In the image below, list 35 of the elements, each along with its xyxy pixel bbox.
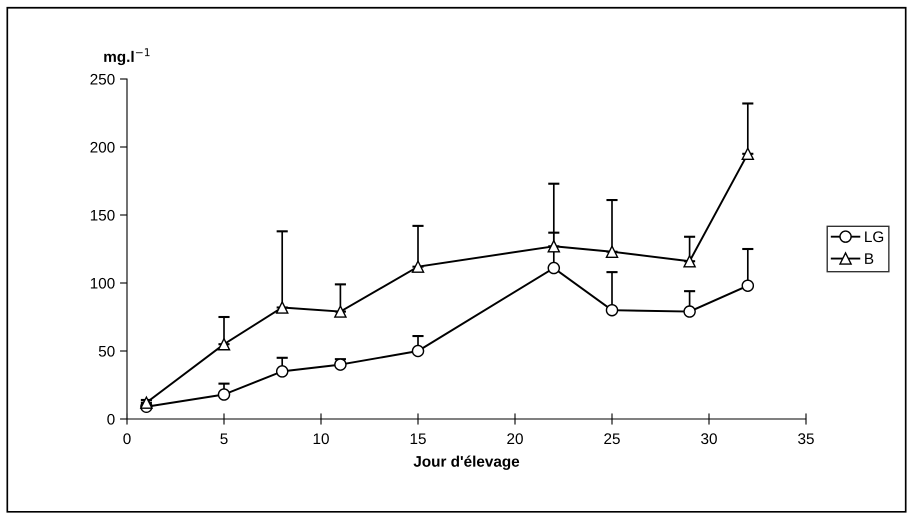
x-tick-label: 35: [798, 433, 814, 444]
y-tick-label: 250: [90, 74, 115, 85]
point: [218, 388, 230, 401]
y-tick-label: 100: [90, 278, 115, 289]
point: [683, 254, 696, 268]
x-tick-label: 30: [701, 433, 717, 444]
point: [412, 260, 424, 273]
y-tick-label: 150: [90, 210, 115, 221]
point: [683, 305, 696, 318]
point: [548, 240, 560, 253]
y-axis-title: mg.l$^{−1}$: [104, 48, 150, 66]
y-tick-label: 50: [98, 346, 115, 357]
point: [548, 262, 560, 274]
y-tick-label: 0: [107, 414, 115, 425]
legend-label: B: [865, 253, 874, 264]
point: [334, 305, 347, 318]
x-axis-title: Jour d'élevage: [414, 455, 520, 470]
legend-label: LG: [865, 231, 884, 242]
point: [276, 365, 288, 378]
point: [334, 358, 347, 371]
x-tick-label: 10: [314, 433, 329, 444]
x-tick-label: 20: [507, 433, 523, 444]
point: [412, 344, 424, 358]
point: [140, 396, 153, 409]
x-tick-label: 25: [604, 433, 620, 444]
x-tick-label: 5: [220, 433, 228, 444]
point: [218, 338, 230, 350]
point: [606, 304, 618, 316]
point: [742, 279, 754, 292]
x-tick-label: 15: [410, 433, 426, 444]
point: [276, 301, 288, 314]
y-tick-label: 200: [90, 142, 115, 153]
point: [606, 245, 618, 258]
x-tick-label: 0: [123, 433, 131, 444]
point: [742, 148, 754, 160]
